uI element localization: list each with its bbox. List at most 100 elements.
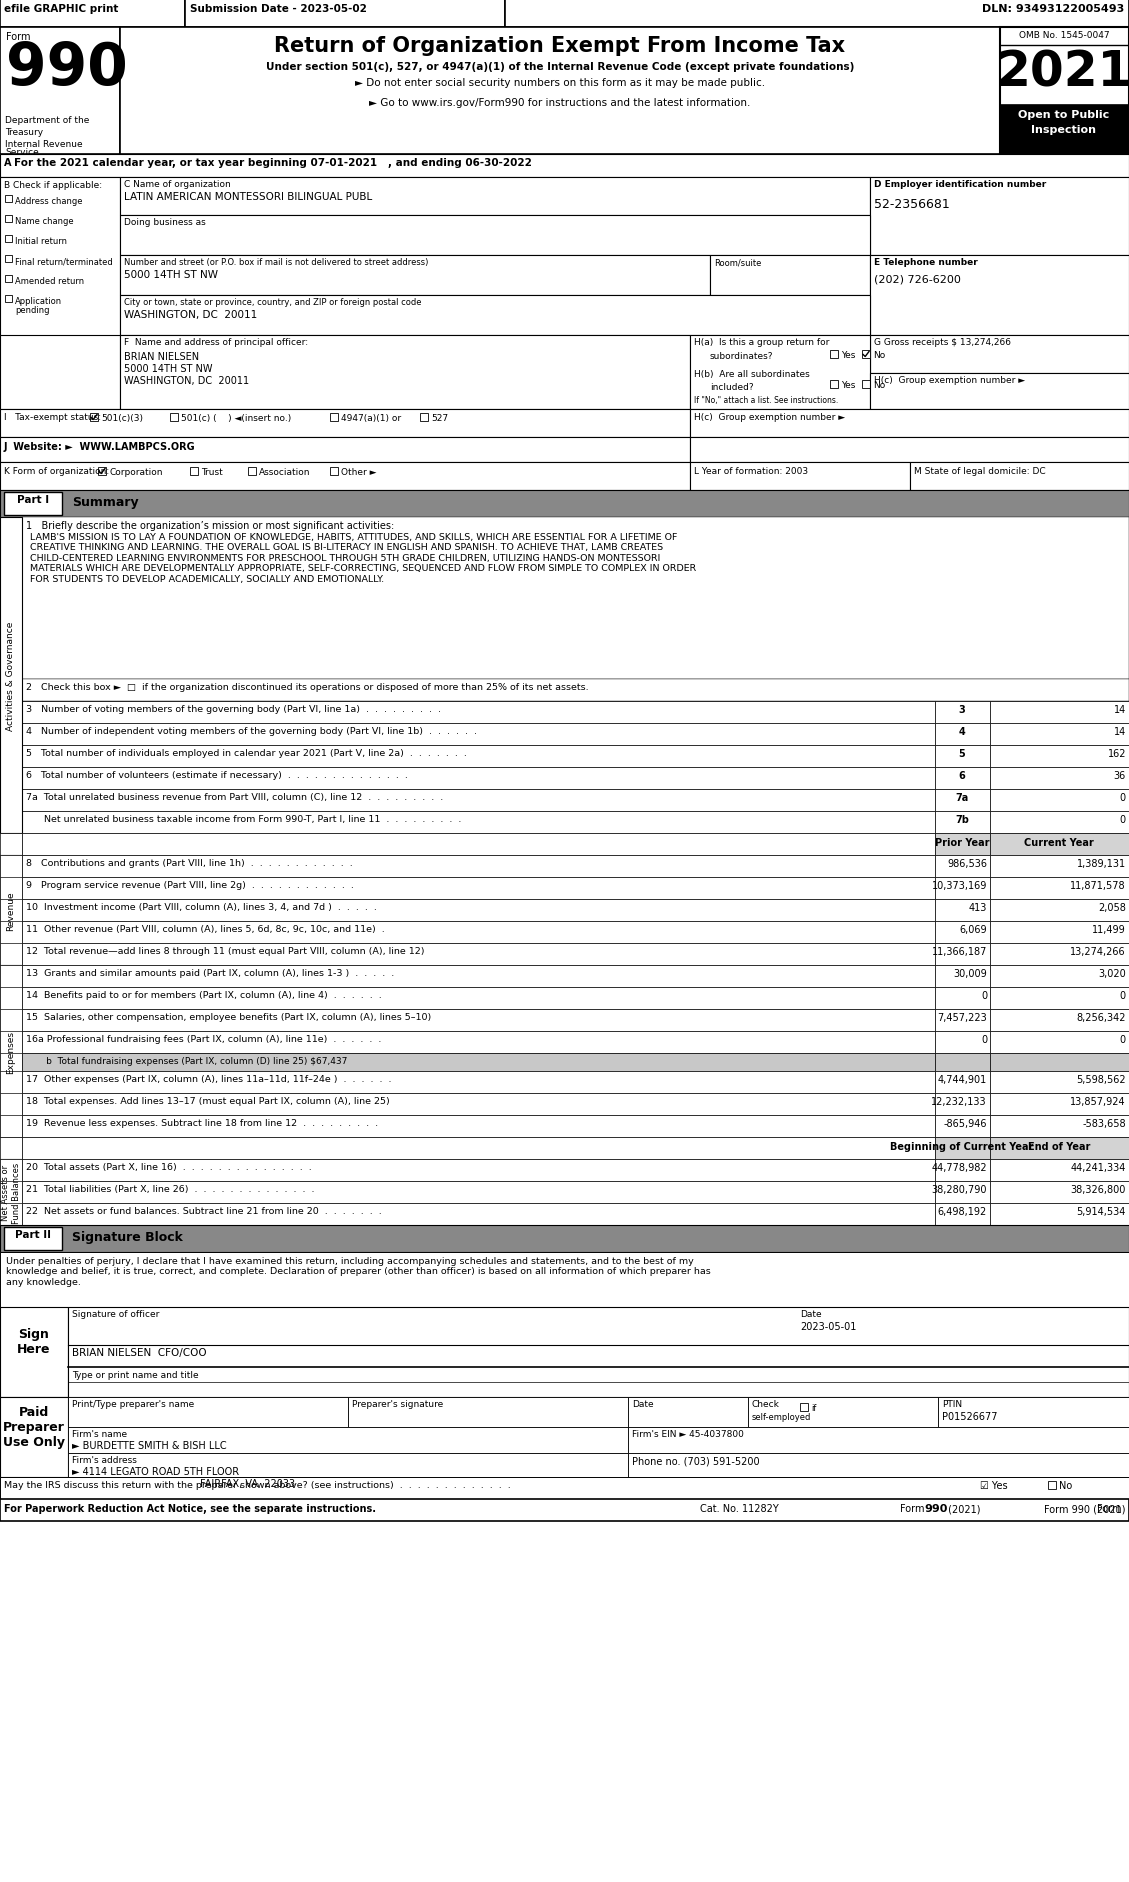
Bar bbox=[935, 834, 990, 856]
Bar bbox=[120, 295, 870, 335]
Text: 5,598,562: 5,598,562 bbox=[1076, 1075, 1126, 1084]
Bar bbox=[68, 1453, 628, 1491]
Text: 1,389,131: 1,389,131 bbox=[1077, 858, 1126, 868]
Text: Final return/terminated: Final return/terminated bbox=[15, 256, 113, 265]
Text: Type or print name and title: Type or print name and title bbox=[72, 1370, 199, 1380]
Bar bbox=[505, 0, 1129, 28]
Bar bbox=[0, 1116, 21, 1137]
Bar bbox=[990, 943, 1129, 965]
Text: OMB No. 1545-0047: OMB No. 1545-0047 bbox=[1018, 30, 1110, 40]
Text: Part II: Part II bbox=[15, 1229, 51, 1240]
Bar bbox=[0, 463, 690, 491]
Text: Cat. No. 11282Y: Cat. No. 11282Y bbox=[700, 1504, 779, 1513]
Bar bbox=[120, 335, 690, 410]
Text: No: No bbox=[873, 350, 885, 359]
Bar bbox=[870, 256, 1129, 335]
Text: 5   Total number of individuals employed in calendar year 2021 (Part V, line 2a): 5 Total number of individuals employed i… bbox=[26, 749, 467, 758]
Text: 0: 0 bbox=[981, 1035, 987, 1045]
Text: Activities & Governance: Activities & Governance bbox=[7, 621, 16, 730]
Text: Date: Date bbox=[632, 1398, 654, 1408]
Bar bbox=[628, 1453, 1129, 1491]
Text: H(c)  Group exemption number ►: H(c) Group exemption number ► bbox=[694, 412, 846, 422]
Text: 4,744,901: 4,744,901 bbox=[938, 1075, 987, 1084]
Text: 6,069: 6,069 bbox=[960, 924, 987, 935]
Bar bbox=[21, 790, 935, 811]
Bar bbox=[870, 335, 1129, 375]
Bar bbox=[628, 1396, 749, 1427]
Text: 5,914,534: 5,914,534 bbox=[1077, 1206, 1126, 1216]
Text: H(b)  Are all subordinates: H(b) Are all subordinates bbox=[694, 369, 809, 378]
Text: Part I: Part I bbox=[17, 495, 49, 504]
Bar bbox=[935, 702, 990, 723]
Text: 6,498,192: 6,498,192 bbox=[938, 1206, 987, 1216]
Bar bbox=[0, 877, 21, 900]
Text: 527: 527 bbox=[431, 414, 448, 423]
Bar bbox=[21, 768, 935, 790]
Text: 5000 14TH ST NW: 5000 14TH ST NW bbox=[124, 363, 212, 375]
Text: Return of Organization Exempt From Income Tax: Return of Organization Exempt From Incom… bbox=[274, 36, 846, 56]
Text: E Telephone number: E Telephone number bbox=[874, 258, 978, 267]
Bar bbox=[935, 856, 990, 877]
Bar bbox=[0, 811, 21, 834]
Text: 162: 162 bbox=[1108, 749, 1126, 758]
Bar bbox=[0, 0, 1129, 28]
Bar bbox=[348, 1396, 628, 1427]
Text: Net unrelated business taxable income from Form 990-T, Part I, line 11  .  .  . : Net unrelated business taxable income fr… bbox=[26, 815, 462, 824]
Text: 0: 0 bbox=[1120, 1035, 1126, 1045]
Bar bbox=[21, 518, 1129, 679]
Bar bbox=[0, 1054, 21, 1071]
Bar bbox=[749, 1396, 938, 1427]
Bar bbox=[21, 811, 935, 834]
Bar bbox=[0, 1009, 21, 1031]
Bar bbox=[990, 1093, 1129, 1116]
Bar bbox=[935, 988, 990, 1009]
Text: 0: 0 bbox=[981, 990, 987, 1001]
Bar bbox=[21, 856, 935, 877]
Text: PTIN: PTIN bbox=[942, 1398, 962, 1408]
Text: Yes: Yes bbox=[841, 380, 856, 390]
Text: 4   Number of independent voting members of the governing body (Part VI, line 1b: 4 Number of independent voting members o… bbox=[26, 726, 476, 736]
Text: 10  Investment income (Part VIII, column (A), lines 3, 4, and 7d )  .  .  .  .  : 10 Investment income (Part VIII, column … bbox=[26, 903, 377, 911]
Text: Trust: Trust bbox=[201, 469, 222, 476]
Text: Current Year: Current Year bbox=[1024, 837, 1094, 847]
Text: Sign
Here: Sign Here bbox=[17, 1327, 51, 1355]
Bar bbox=[628, 1427, 1129, 1453]
Text: Amended return: Amended return bbox=[15, 277, 85, 286]
Bar bbox=[990, 811, 1129, 834]
Text: Number and street (or P.O. box if mail is not delivered to street address): Number and street (or P.O. box if mail i… bbox=[124, 258, 428, 267]
Text: 501(c) (    ) ◄(insert no.): 501(c) ( ) ◄(insert no.) bbox=[181, 414, 291, 423]
Text: Firm's address: Firm's address bbox=[72, 1455, 137, 1464]
Text: subordinates?: subordinates? bbox=[710, 352, 773, 361]
Bar bbox=[5, 235, 12, 243]
Text: 12  Total revenue—add lines 8 through 11 (must equal Part VIII, column (A), line: 12 Total revenue—add lines 8 through 11 … bbox=[26, 947, 425, 956]
Text: 4947(a)(1) or: 4947(a)(1) or bbox=[341, 414, 401, 423]
Text: 986,536: 986,536 bbox=[947, 858, 987, 868]
Text: 19  Revenue less expenses. Subtract line 18 from line 12  .  .  .  .  .  .  .  .: 19 Revenue less expenses. Subtract line … bbox=[26, 1118, 378, 1127]
Bar bbox=[990, 1203, 1129, 1225]
Bar bbox=[0, 491, 1129, 518]
Text: 22  Net assets or fund balances. Subtract line 21 from line 20  .  .  .  .  .  .: 22 Net assets or fund balances. Subtract… bbox=[26, 1206, 382, 1216]
Bar bbox=[935, 900, 990, 922]
Bar bbox=[935, 1159, 990, 1182]
Text: K Form of organization:: K Form of organization: bbox=[5, 467, 110, 476]
Text: 6: 6 bbox=[959, 770, 965, 781]
Text: 6   Total number of volunteers (estimate if necessary)  .  .  .  .  .  .  .  .  : 6 Total number of volunteers (estimate i… bbox=[26, 770, 408, 779]
Text: 52-2356681: 52-2356681 bbox=[874, 198, 949, 211]
Bar bbox=[935, 1071, 990, 1093]
Text: 44,778,982: 44,778,982 bbox=[931, 1163, 987, 1172]
Text: Service: Service bbox=[5, 149, 38, 156]
Text: 36: 36 bbox=[1113, 770, 1126, 781]
Bar bbox=[0, 1500, 1129, 1521]
Bar bbox=[0, 1137, 21, 1159]
Text: M State of legal domicile: DC: M State of legal domicile: DC bbox=[914, 467, 1045, 476]
Bar bbox=[0, 1159, 21, 1182]
Text: Address change: Address change bbox=[15, 198, 82, 205]
Bar bbox=[0, 922, 21, 943]
Bar bbox=[21, 702, 935, 723]
Text: G Gross receipts $ 13,274,266: G Gross receipts $ 13,274,266 bbox=[874, 339, 1010, 346]
Bar bbox=[0, 1182, 21, 1203]
Text: C Name of organization: C Name of organization bbox=[124, 181, 230, 188]
Text: 16a Professional fundraising fees (Part IX, column (A), line 11e)  .  .  .  .  .: 16a Professional fundraising fees (Part … bbox=[26, 1035, 382, 1043]
Bar bbox=[21, 1137, 935, 1159]
Text: -865,946: -865,946 bbox=[944, 1118, 987, 1129]
